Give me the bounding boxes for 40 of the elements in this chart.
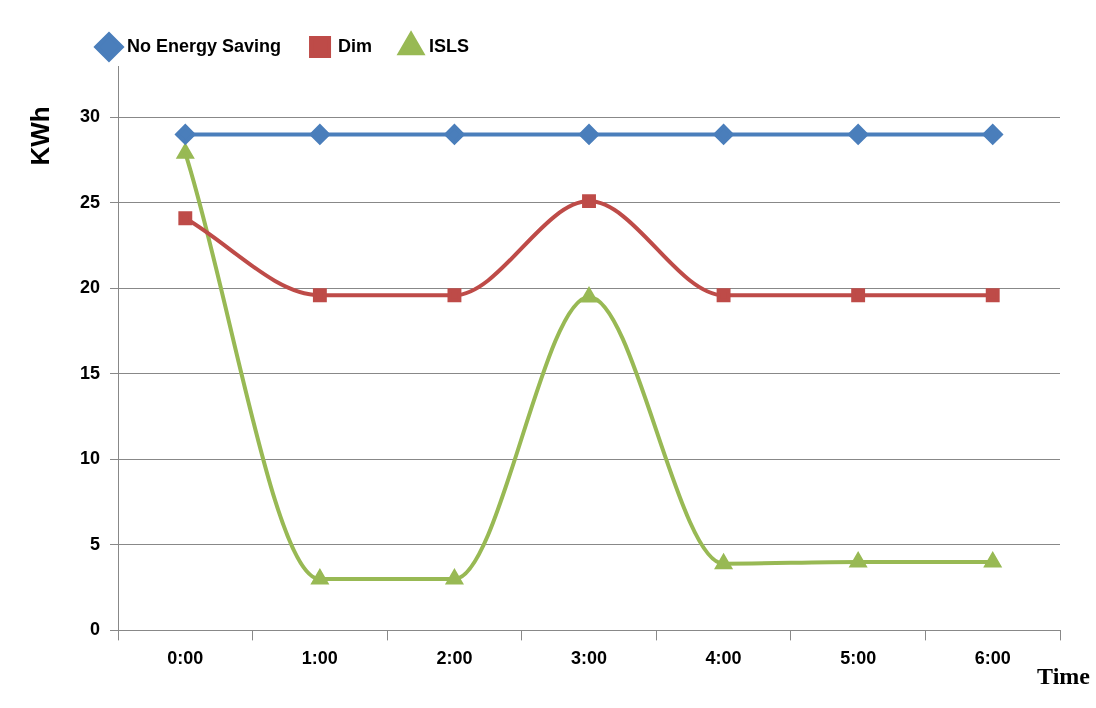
point — [175, 124, 196, 145]
point — [984, 552, 1001, 568]
x-tick-label: 0:00 — [167, 648, 204, 669]
y-tick-label: 0 — [90, 619, 101, 640]
point — [312, 288, 327, 303]
x-axis-title: Time — [1037, 662, 1091, 689]
point — [716, 288, 731, 303]
x-tick-label: 1:00 — [301, 648, 338, 669]
y-tick-label: 25 — [79, 191, 101, 212]
point — [309, 124, 330, 145]
point — [850, 552, 867, 568]
point — [982, 124, 1003, 145]
y-tick-label: 10 — [79, 448, 101, 469]
point — [580, 287, 598, 303]
x-tick-label: 2:00 — [436, 648, 473, 669]
y-axis-title: KWh — [25, 106, 56, 166]
y-tick-label: 5 — [90, 533, 101, 554]
point — [714, 552, 733, 570]
point — [177, 144, 194, 159]
point — [579, 124, 600, 145]
y-tick-label: 30 — [79, 106, 101, 127]
point — [311, 570, 328, 585]
point — [444, 124, 465, 145]
x-tick-label: 6:00 — [974, 648, 1011, 669]
point — [447, 288, 462, 303]
x-tick-label: 5:00 — [840, 648, 877, 669]
point — [713, 124, 734, 145]
point — [851, 288, 866, 303]
y-tick-label: 15 — [79, 362, 101, 383]
point — [582, 194, 596, 209]
x-tick-label: 4:00 — [705, 648, 742, 669]
point — [178, 211, 193, 226]
x-tick-label: 3:00 — [571, 648, 608, 669]
legend-label: ISLS — [429, 35, 470, 56]
legend-label: No Energy Saving — [127, 35, 282, 56]
y-tick-label: 20 — [79, 277, 101, 298]
point — [848, 124, 869, 145]
point — [446, 570, 463, 585]
legend-label: Dim — [338, 35, 373, 56]
point — [985, 288, 1000, 303]
